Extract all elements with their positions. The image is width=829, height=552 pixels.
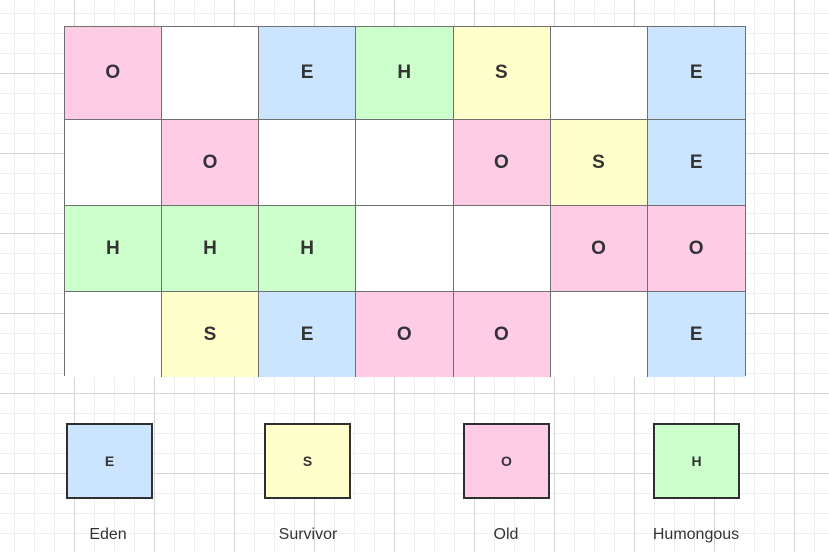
region-cell-eden: E — [259, 27, 357, 120]
region-cell-eden: E — [259, 292, 357, 377]
region-cell-eden: E — [647, 27, 745, 120]
legend-swatch-humongous: H — [653, 423, 740, 499]
region-cell-humongous: H — [65, 206, 163, 292]
legend-swatch-eden: E — [66, 423, 153, 499]
region-cell-eden: E — [647, 120, 745, 206]
region-cell-old: O — [550, 206, 648, 292]
region-cell-humongous: H — [356, 27, 454, 120]
region-cell-survivor: S — [453, 27, 551, 120]
legend-label-eden: Eden — [89, 526, 127, 543]
region-cell-survivor: S — [162, 292, 260, 377]
region-cell-old: O — [356, 292, 454, 377]
region-cell-old: O — [162, 120, 260, 206]
legend-label-humongous: Humongous — [652, 526, 740, 543]
region-cell-empty — [162, 27, 260, 120]
region-cell-humongous: H — [162, 206, 260, 292]
region-cell-eden: E — [647, 292, 745, 377]
region-cell-old: O — [453, 292, 551, 377]
region-cell-empty — [453, 206, 551, 292]
legend-swatch-old: O — [463, 423, 550, 499]
region-cell-empty — [550, 292, 648, 377]
region-cell-old: O — [65, 27, 163, 120]
region-cell-empty — [65, 120, 163, 206]
region-cell-empty — [550, 27, 648, 120]
region-cell-empty — [259, 120, 357, 206]
region-cell-old: O — [453, 120, 551, 206]
region-cell-old: O — [647, 206, 745, 292]
legend-label-old: Old — [493, 526, 519, 543]
region-cell-survivor: S — [550, 120, 648, 206]
region-cell-humongous: H — [259, 206, 357, 292]
region-cell-empty — [356, 120, 454, 206]
region-cell-empty — [356, 206, 454, 292]
legend-label-survivor: Survivor — [278, 526, 338, 543]
legend-swatch-survivor: S — [264, 423, 351, 499]
region-cell-empty — [65, 292, 163, 377]
